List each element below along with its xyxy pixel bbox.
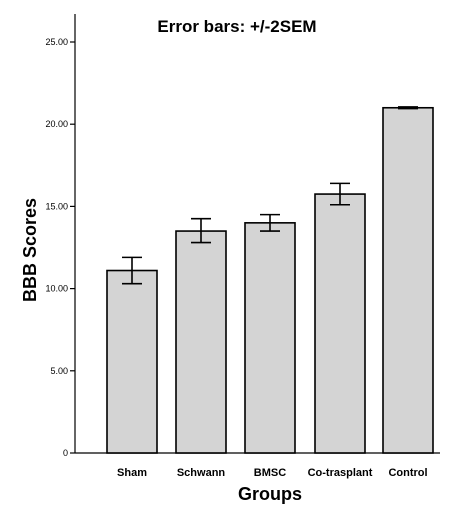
x-tick-labels-group: Sham Schwann BMSC Co-trasplant Control (117, 467, 428, 479)
x-axis-label: Groups (238, 484, 302, 504)
bar-bmsc (244, 222, 296, 454)
x-tick-label: Schwann (177, 467, 226, 479)
y-tick-label: 25.00 (45, 37, 68, 47)
x-tick-label: Co-trasplant (308, 467, 373, 479)
x-tick-label: Sham (117, 467, 147, 479)
chart-title: Error bars: +/-2SEM (157, 17, 316, 36)
bar-co-trasplant (314, 193, 366, 454)
bar-control (382, 106, 434, 454)
y-ticks-group: 0 5.00 10.00 15.00 20.00 25.00 (45, 37, 75, 458)
error-bars-group (122, 106, 418, 285)
y-tick-label: 10.00 (45, 284, 68, 294)
bars-group (106, 106, 434, 454)
bar-sham (106, 269, 158, 454)
x-tick-label: Control (388, 467, 427, 479)
y-tick-label: 15.00 (45, 201, 68, 211)
bar-schwann (175, 230, 227, 454)
x-tick-label: BMSC (254, 467, 286, 479)
y-tick-label: 5.00 (50, 366, 68, 376)
y-tick-label: 0 (63, 448, 68, 458)
y-axis-label: BBB Scores (20, 198, 40, 302)
y-tick-label: 20.00 (45, 119, 68, 129)
